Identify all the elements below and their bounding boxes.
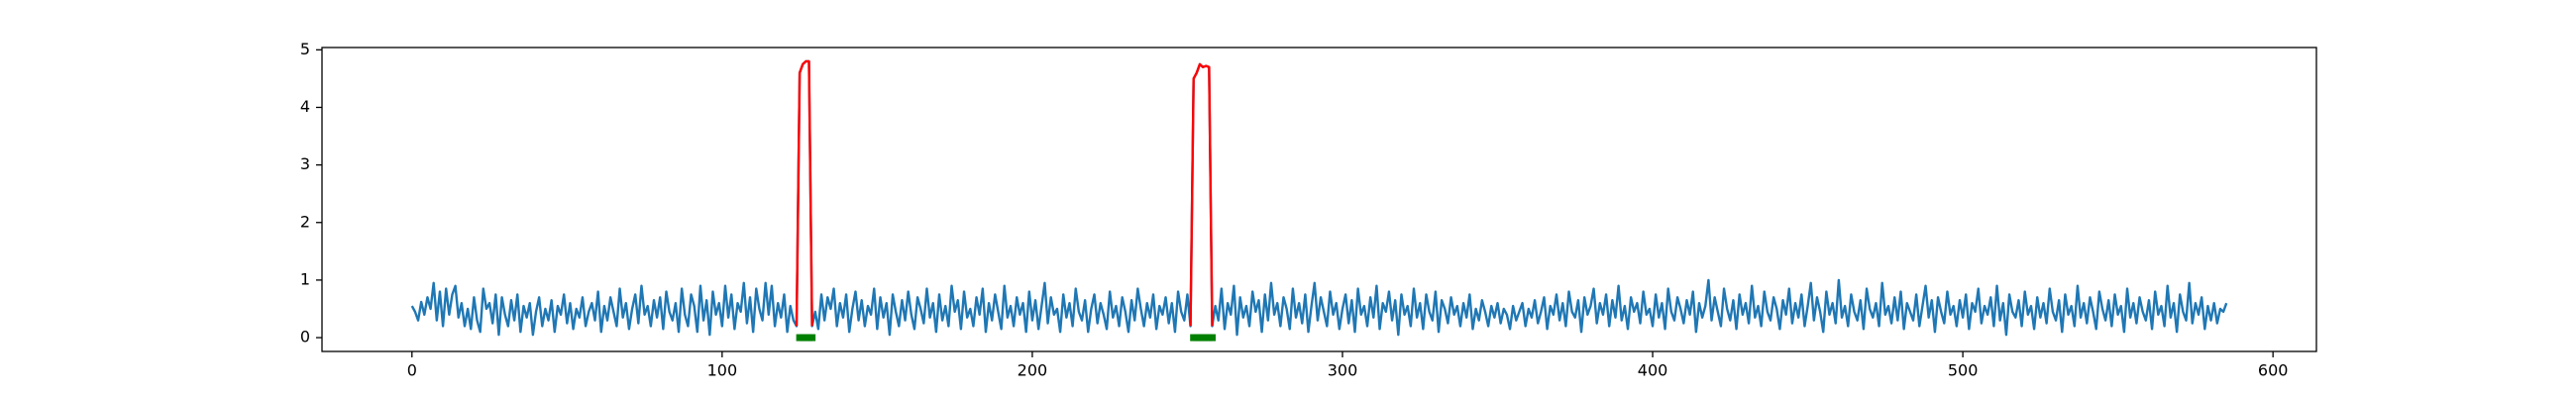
y-tick-label: 5 [300,40,310,58]
series-line [410,59,2228,337]
x-tick-label: 600 [2258,361,2289,380]
x-tick-label: 500 [1948,361,1979,380]
series-marker [808,334,816,342]
y-tick-label: 3 [300,154,310,173]
y-tick-label: 2 [300,212,310,231]
x-tick-label: 300 [1328,361,1358,380]
series-line [1189,62,1214,327]
plot-area [410,59,2228,342]
x-tick-label: 400 [1638,361,1668,380]
series-marker [1208,334,1216,342]
series-line [795,59,813,327]
x-tick-label: 100 [707,361,738,380]
axes-frame [321,47,2317,352]
y-tick-label: 0 [300,328,310,346]
y-tick-label: 4 [300,97,310,116]
y-tick-label: 1 [300,269,310,288]
x-tick-label: 0 [407,361,417,380]
x-tick-label: 200 [1018,361,1048,380]
